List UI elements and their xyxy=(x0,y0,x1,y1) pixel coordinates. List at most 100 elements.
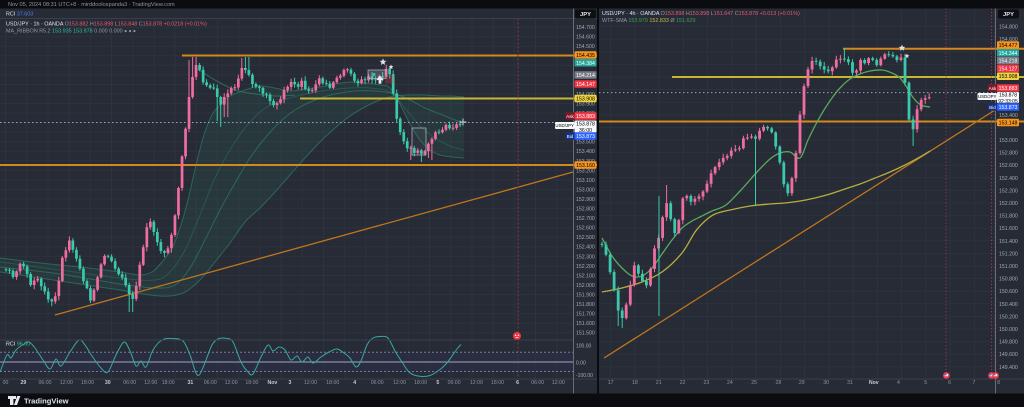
svg-text:4: 4 xyxy=(897,380,900,386)
svg-text:Nov: Nov xyxy=(869,380,879,386)
svg-text:06:00: 06:00 xyxy=(371,380,384,386)
svg-text:06:00: 06:00 xyxy=(204,380,217,386)
svg-text:151.200: 151.200 xyxy=(999,251,1018,257)
svg-text:Nov 05, 2024 08:31 UTC+8 · mir: Nov 05, 2024 08:31 UTC+8 · mirddoolospan… xyxy=(8,2,175,8)
svg-text:Nov: Nov xyxy=(267,380,277,386)
svg-text:Ask: Ask xyxy=(989,86,997,91)
svg-text:5: 5 xyxy=(924,380,927,386)
svg-text:153.878: 153.878 xyxy=(576,122,595,128)
svg-text:12:00: 12:00 xyxy=(144,380,157,386)
svg-text:151.600: 151.600 xyxy=(576,321,595,327)
svg-text:152.800: 152.800 xyxy=(999,151,1018,157)
svg-text:92:33:05: 92:33:05 xyxy=(998,99,1018,105)
svg-text:MA_RIBBON R5.2 153.935 153.9: MA_RIBBON R5.2 153.935 153.978 0.000 0.0… xyxy=(6,29,136,35)
svg-text:153.100: 153.100 xyxy=(576,178,595,184)
svg-text:153.000: 153.000 xyxy=(576,187,595,193)
svg-text:18: 18 xyxy=(632,380,638,386)
svg-text:154.500: 154.500 xyxy=(576,44,595,50)
svg-text:12:00: 12:00 xyxy=(393,380,406,386)
svg-text:29: 29 xyxy=(21,380,27,386)
svg-text:151.000: 151.000 xyxy=(999,264,1018,270)
svg-text:152.600: 152.600 xyxy=(999,163,1018,169)
svg-text:28: 28 xyxy=(776,380,782,386)
svg-text:151.800: 151.800 xyxy=(999,214,1018,220)
svg-text:151.600: 151.600 xyxy=(999,226,1018,232)
svg-text:150.400: 150.400 xyxy=(999,302,1018,308)
svg-text:21: 21 xyxy=(656,380,662,386)
svg-text:153.200: 153.200 xyxy=(576,168,595,174)
svg-text:WTF-SMA 153.979 152.833 Ø: WTF-SMA 153.979 152.833 Ø 151.629 xyxy=(602,18,696,24)
svg-text:18:00: 18:00 xyxy=(162,380,175,386)
svg-text:06:00: 06:00 xyxy=(39,380,52,386)
svg-text:12:00: 12:00 xyxy=(60,380,73,386)
svg-text:7: 7 xyxy=(972,380,975,386)
svg-text:12:00: 12:00 xyxy=(225,380,238,386)
svg-text:06:00: 06:00 xyxy=(123,380,136,386)
svg-text:153.160: 153.160 xyxy=(576,163,595,169)
svg-text:30: 30 xyxy=(823,380,829,386)
svg-text:152.200: 152.200 xyxy=(576,264,595,270)
svg-text:152.100: 152.100 xyxy=(576,273,595,279)
svg-text:17: 17 xyxy=(608,380,614,386)
svg-text:150.600: 150.600 xyxy=(999,289,1018,295)
svg-text:149.400: 149.400 xyxy=(999,365,1018,371)
svg-text:RCI 96.00: RCI 96.00 xyxy=(6,342,30,348)
svg-text:154.800: 154.800 xyxy=(999,25,1018,31)
svg-text:Bid: Bid xyxy=(989,105,996,110)
svg-text:JPY: JPY xyxy=(1003,12,1014,18)
svg-text:152.700: 152.700 xyxy=(576,216,595,222)
svg-text:30: 30 xyxy=(105,380,111,386)
svg-text:23: 23 xyxy=(704,380,710,386)
svg-text:150.800: 150.800 xyxy=(999,277,1018,283)
svg-text:153.883: 153.883 xyxy=(576,114,595,120)
svg-text:153.400: 153.400 xyxy=(576,149,595,155)
svg-text:RCI 37.603: RCI 37.603 xyxy=(6,12,33,18)
svg-text:USD/JPY: USD/JPY xyxy=(978,94,997,99)
svg-text:18:00: 18:00 xyxy=(245,380,258,386)
svg-text:JPY: JPY xyxy=(580,12,591,18)
svg-text:0.00: 0.00 xyxy=(576,361,586,367)
svg-text:153.400: 153.400 xyxy=(999,113,1018,119)
svg-text:154.218: 154.218 xyxy=(999,59,1018,65)
svg-text:153.900: 153.900 xyxy=(576,102,595,108)
svg-text:12:00: 12:00 xyxy=(552,380,565,386)
svg-text:18:00: 18:00 xyxy=(326,380,339,386)
svg-text:151.400: 151.400 xyxy=(999,239,1018,245)
svg-text:152.000: 152.000 xyxy=(999,201,1018,207)
svg-text:31: 31 xyxy=(188,380,194,386)
svg-text:36:00: 36:00 xyxy=(579,128,592,134)
svg-text:154.147: 154.147 xyxy=(576,82,595,88)
svg-text:152.900: 152.900 xyxy=(576,197,595,203)
svg-text:31: 31 xyxy=(847,380,853,386)
svg-text:3: 3 xyxy=(289,380,292,386)
svg-text:151.900: 151.900 xyxy=(576,293,595,299)
svg-text:TradingView: TradingView xyxy=(24,397,69,406)
svg-text:152.600: 152.600 xyxy=(576,226,595,232)
svg-text:6: 6 xyxy=(516,380,519,386)
svg-text:Bid: Bid xyxy=(567,134,574,139)
svg-text:154.600: 154.600 xyxy=(576,35,595,41)
svg-text:154.477: 154.477 xyxy=(999,43,1018,49)
svg-text:12:00: 12:00 xyxy=(470,380,483,386)
svg-text:154.435: 154.435 xyxy=(576,53,595,59)
svg-text:153.148: 153.148 xyxy=(999,121,1018,127)
svg-text:USD/JPY: USD/JPY xyxy=(555,123,574,128)
svg-text:153.883: 153.883 xyxy=(999,86,1018,92)
svg-text:18:00: 18:00 xyxy=(414,380,427,386)
svg-text:149.800: 149.800 xyxy=(999,340,1018,346)
svg-text:154.127: 154.127 xyxy=(999,66,1018,72)
svg-text:Ask: Ask xyxy=(566,114,574,119)
svg-text:153.908: 153.908 xyxy=(999,74,1018,80)
svg-text:29: 29 xyxy=(799,380,805,386)
svg-text:153.500: 153.500 xyxy=(576,140,595,146)
svg-text:151.700: 151.700 xyxy=(576,312,595,318)
svg-text:152.400: 152.400 xyxy=(999,176,1018,182)
svg-text:24: 24 xyxy=(727,380,733,386)
svg-text:153.878: 153.878 xyxy=(999,93,1017,99)
svg-text:153.873: 153.873 xyxy=(999,105,1018,111)
svg-text:152.500: 152.500 xyxy=(576,235,595,241)
svg-text:152.300: 152.300 xyxy=(576,254,595,260)
svg-text:153.873: 153.873 xyxy=(576,134,595,140)
svg-text:154.214: 154.214 xyxy=(576,73,595,79)
svg-text:151.800: 151.800 xyxy=(576,302,595,308)
